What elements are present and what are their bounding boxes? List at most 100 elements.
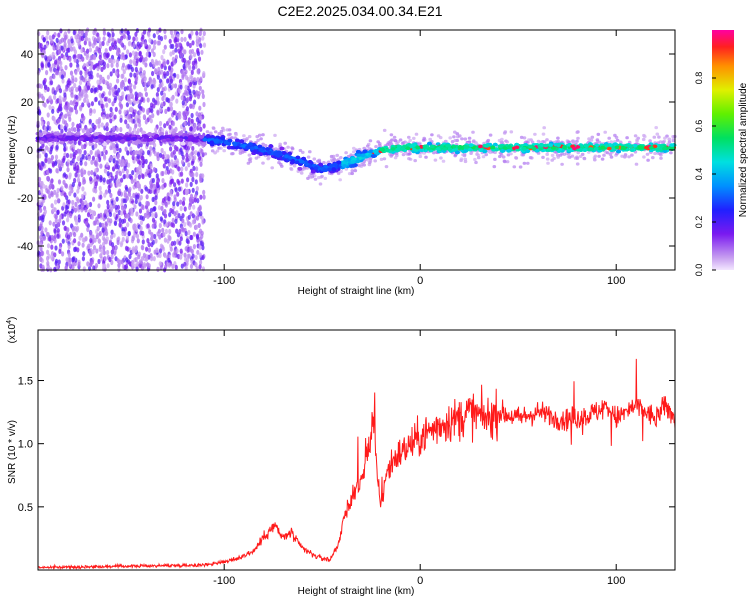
spectrogram-cell bbox=[56, 108, 60, 114]
spectrogram-cell bbox=[189, 222, 193, 228]
spectrogram-cell bbox=[119, 40, 123, 46]
spectrogram-cell bbox=[91, 122, 95, 128]
spectrogram-cell bbox=[56, 187, 60, 194]
spectrogram-cell bbox=[64, 183, 69, 189]
spectrogram-cell bbox=[81, 186, 85, 192]
spectrogram-cell bbox=[102, 36, 106, 42]
spectrogram-cell bbox=[665, 134, 669, 138]
spectrogram-cell bbox=[85, 54, 89, 61]
spectrogram-cell bbox=[301, 150, 305, 154]
spectrogram-cell bbox=[127, 162, 131, 168]
spectrogram-cell bbox=[154, 100, 158, 106]
spectrogram-cell bbox=[194, 254, 198, 260]
spectrogram-cell bbox=[64, 34, 68, 41]
spectrogram-cell bbox=[171, 217, 175, 223]
spectrogram-cell bbox=[193, 99, 197, 105]
spectrogram-cell bbox=[52, 221, 56, 227]
spectrogram-cell bbox=[578, 154, 583, 158]
spectrogram-cell bbox=[84, 161, 88, 167]
spectrogram-cell bbox=[69, 153, 73, 159]
spectrogram-cell bbox=[139, 220, 143, 226]
spectrogram-cell bbox=[122, 69, 126, 75]
spectrogram-cell bbox=[124, 245, 129, 251]
spectrogram-cell bbox=[188, 204, 192, 211]
spectrogram-cell bbox=[46, 169, 50, 175]
spectrogram-cell bbox=[151, 113, 155, 119]
spectrogram-cell bbox=[60, 128, 64, 134]
spectrogram-cell bbox=[139, 142, 143, 148]
spectrogram-cell bbox=[186, 188, 190, 194]
spectrogram-cell bbox=[177, 166, 181, 172]
spectrogram-cell bbox=[136, 153, 140, 160]
spectrogram-cell bbox=[146, 223, 150, 229]
spectrogram-cell bbox=[54, 199, 58, 205]
spectrogram-cell bbox=[124, 119, 128, 125]
spectrogram-cell bbox=[107, 37, 111, 44]
spectrogram-cell bbox=[124, 28, 128, 34]
spectrogram-cell bbox=[171, 169, 175, 175]
spectrogram-cell bbox=[63, 192, 67, 198]
spectrogram-cell bbox=[163, 182, 167, 188]
spectrogram-cell bbox=[86, 48, 90, 54]
spectrogram-cell bbox=[503, 160, 507, 164]
spectrogram-cell bbox=[199, 126, 203, 132]
spectrogram-cell bbox=[132, 98, 136, 104]
spectrogram-cell bbox=[177, 186, 182, 192]
spectrogram-cell bbox=[93, 64, 97, 70]
spectrogram-cell bbox=[53, 189, 57, 195]
spectrogram-cell bbox=[133, 263, 137, 269]
spectrogram-cell bbox=[605, 151, 610, 155]
spectrogram-cell bbox=[99, 59, 103, 65]
spectrogram-cell bbox=[166, 169, 171, 175]
spectrogram-cell bbox=[131, 50, 135, 56]
spectrogram-cell bbox=[155, 181, 159, 188]
spectrogram-cell bbox=[514, 156, 518, 160]
spectrogram-cell bbox=[174, 218, 178, 224]
spectrogram-cell bbox=[219, 146, 223, 150]
spectrogram-cell bbox=[101, 93, 105, 99]
spectrogram-cell bbox=[87, 155, 91, 162]
spectrogram-cell bbox=[109, 203, 113, 209]
spectrogram-cell bbox=[135, 130, 140, 136]
spectrogram-cell bbox=[81, 237, 85, 243]
spectrogram-cell bbox=[309, 175, 313, 179]
spectrogram-cell bbox=[140, 155, 144, 161]
spectrogram-cell bbox=[84, 31, 88, 37]
spectrogram-cell bbox=[202, 42, 207, 48]
spectrogram-cell bbox=[424, 155, 428, 159]
spectrogram-cell bbox=[273, 133, 277, 137]
spectrogram-cell bbox=[67, 78, 71, 84]
spectrogram-cell bbox=[66, 167, 70, 173]
spectrogram-cell bbox=[352, 150, 356, 154]
spectrogram-cell bbox=[179, 248, 183, 254]
spectrogram-cell bbox=[173, 211, 177, 217]
spectrogram-cell bbox=[64, 113, 68, 119]
spectrogram-cell bbox=[95, 216, 99, 222]
spectrogram-cell bbox=[476, 156, 481, 160]
spectrogram-cell bbox=[177, 42, 181, 48]
spectrogram-cell bbox=[85, 127, 89, 133]
spectrogram-cell bbox=[512, 165, 517, 169]
spectrogram-cell bbox=[107, 184, 111, 190]
spectrogram-cell bbox=[270, 166, 275, 170]
spectrogram-cell bbox=[101, 40, 105, 47]
spectrogram-cell bbox=[76, 173, 80, 179]
spectrogram-cell bbox=[123, 190, 127, 196]
spectrogram-cell bbox=[72, 144, 76, 150]
spectrogram-cell bbox=[201, 266, 205, 272]
spectrogram-cell bbox=[72, 154, 76, 160]
spectrogram-cell bbox=[219, 129, 224, 134]
spectrogram-cell bbox=[71, 264, 75, 270]
spectrogram-cell bbox=[97, 84, 101, 91]
spectrogram-cell bbox=[94, 96, 98, 102]
spectrogram-cell bbox=[505, 140, 510, 144]
spectrogram-cell bbox=[141, 173, 145, 180]
spectrogram-cell bbox=[138, 109, 142, 115]
spectrogram-cell bbox=[120, 35, 124, 41]
spectrogram-cell bbox=[114, 106, 118, 112]
spectrogram-cell bbox=[199, 240, 203, 246]
spectrogram-cell bbox=[108, 82, 113, 88]
spectrogram-cell bbox=[160, 147, 164, 154]
spectrogram-cell bbox=[104, 48, 108, 54]
spectrogram-cell bbox=[550, 153, 555, 157]
